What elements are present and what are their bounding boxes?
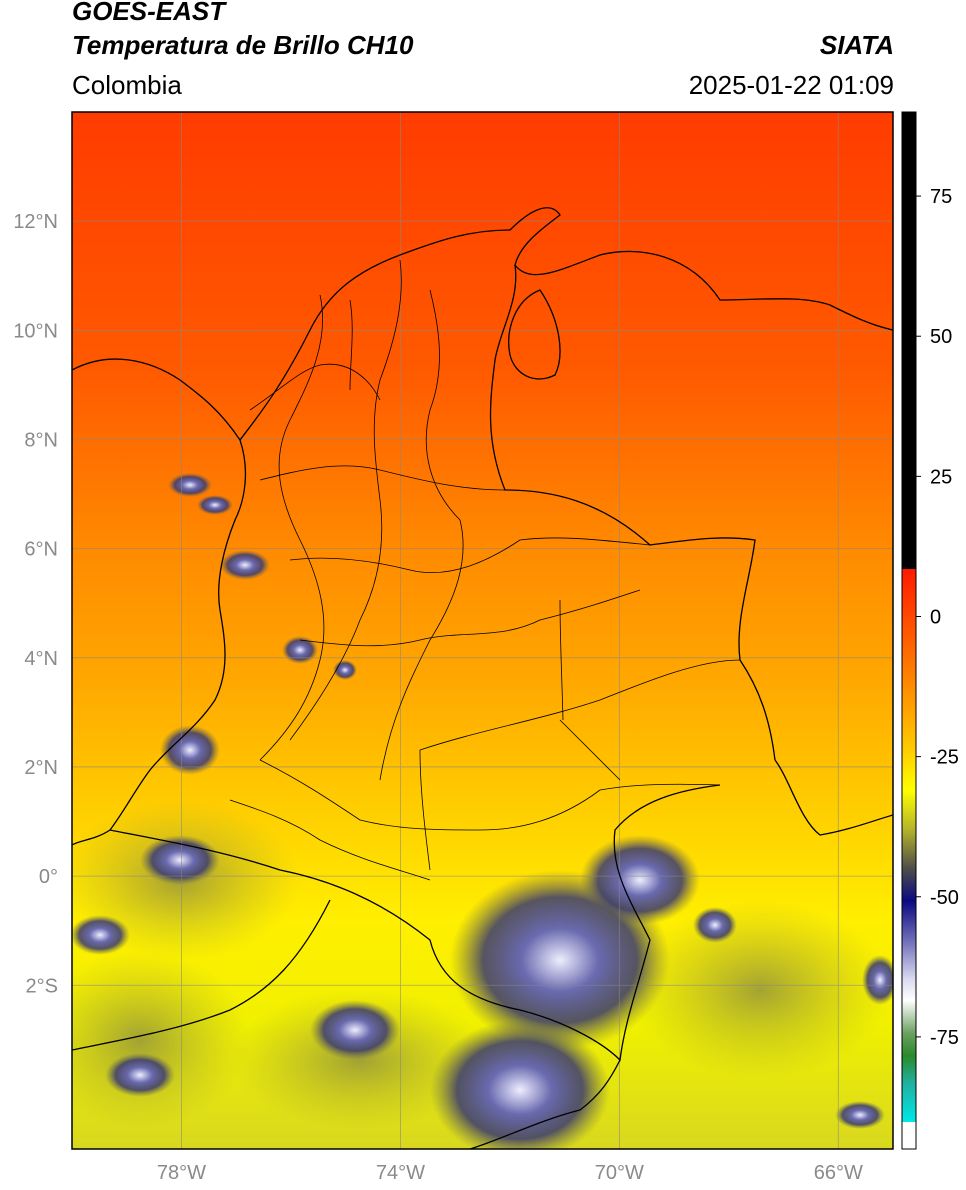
dept-border-e	[289, 537, 651, 574]
colorbar: 75 50 25 0 -25 -50 -75	[901, 111, 959, 1150]
product-title: Temperatura de Brillo CH10	[72, 30, 414, 60]
cloud-cell-sw	[105, 1053, 175, 1097]
cloud-cell-west	[72, 915, 130, 955]
haze-area-south	[230, 990, 490, 1130]
satellite-title: GOES-EAST	[72, 0, 226, 26]
cloud-cluster-south	[430, 1020, 610, 1149]
dept-border-n	[349, 299, 353, 391]
cloud-cluster-east	[580, 835, 700, 925]
department-borders	[229, 259, 741, 881]
colorbar-tick-label-2: 25	[930, 466, 952, 488]
cloud-cell-valle	[282, 636, 318, 664]
cloud-cell-choco	[220, 550, 270, 580]
longitude-tick-labels: 78°W 74°W 70°W 66°W	[157, 1162, 863, 1184]
lat-tick-label-5: 2°N	[24, 757, 58, 779]
latitude-tick-labels: 12°N 10°N 8°N 6°N 4°N 2°N 0° 2°S	[13, 211, 58, 997]
dept-border-d	[259, 465, 506, 491]
dept-border-c	[379, 289, 464, 781]
lat-tick-label-7: 2°S	[26, 975, 58, 997]
agency-label: SIATA	[819, 30, 894, 60]
colorbar-tick-label-5: -50	[930, 887, 959, 909]
cloud-cell-orinoco	[693, 907, 737, 943]
lon-tick-label-3: 66°W	[814, 1162, 863, 1184]
dept-border-j	[259, 759, 721, 831]
haze-area-east	[630, 900, 890, 1080]
lat-tick-label-1: 10°N	[13, 320, 58, 342]
region-label: Colombia	[72, 70, 182, 100]
border-brazil-peru	[469, 1059, 621, 1149]
dept-border-k	[229, 799, 431, 881]
dept-border-f	[299, 589, 641, 647]
dept-border-a	[259, 294, 325, 761]
border-colombia-peru-ecuador	[109, 784, 721, 1062]
border-colombia-brazil	[774, 759, 893, 836]
dept-border-i	[419, 749, 431, 871]
colorbar-frame	[901, 111, 917, 1150]
dept-border-b	[289, 259, 402, 741]
colorbar-black-segment	[902, 112, 916, 569]
colorbar-tick-label-0: 75	[930, 186, 952, 208]
coastline-pacific	[72, 439, 247, 846]
cloud-cell-pacific	[140, 835, 220, 885]
cloud-cell-south	[310, 1000, 400, 1060]
dept-border-l	[559, 719, 621, 781]
map-frame	[71, 111, 894, 1150]
lat-tick-label-0: 12°N	[13, 211, 58, 233]
coastline-caribbean	[72, 207, 893, 442]
dept-border-g	[419, 659, 741, 751]
lat-tick-label-3: 6°N	[24, 539, 58, 561]
colorbar-tick-label-4: -25	[930, 747, 959, 769]
colorbar-tick-label-3: 0	[930, 606, 941, 628]
cloud-cell-se	[835, 1101, 885, 1129]
lake-maracaibo	[508, 289, 561, 380]
lon-tick-label-0: 78°W	[157, 1162, 206, 1184]
map-gridlines	[72, 112, 893, 1149]
lon-tick-label-1: 74°W	[376, 1162, 425, 1184]
colorbar-white-segment	[902, 1122, 916, 1149]
lat-tick-label-4: 4°N	[24, 648, 58, 670]
dept-border-m	[249, 363, 381, 411]
border-peru-ecuador	[72, 899, 331, 1051]
colorbar-gradient-segment	[902, 569, 916, 1122]
colorbar-tick-label-6: -75	[930, 1027, 959, 1049]
datetime-label: 2025-01-22 01:09	[688, 70, 894, 100]
cloud-cell-uraba	[197, 495, 233, 515]
lon-tick-label-2: 70°W	[595, 1162, 644, 1184]
lat-tick-label-6: 0°	[39, 866, 58, 888]
dept-border-h	[559, 599, 564, 721]
cloud-cell-far-east	[862, 955, 893, 1005]
cloud-cell-darien	[168, 473, 212, 497]
cloud-cell-coast	[160, 725, 220, 775]
brightness-temperature-field	[72, 112, 893, 1149]
lat-tick-label-2: 8°N	[24, 429, 58, 451]
colorbar-tick-labels: 75 50 25 0 -25 -50 -75	[916, 186, 959, 1049]
haze-area-sw	[72, 950, 250, 1130]
colorbar-tick-label-1: 50	[930, 326, 952, 348]
